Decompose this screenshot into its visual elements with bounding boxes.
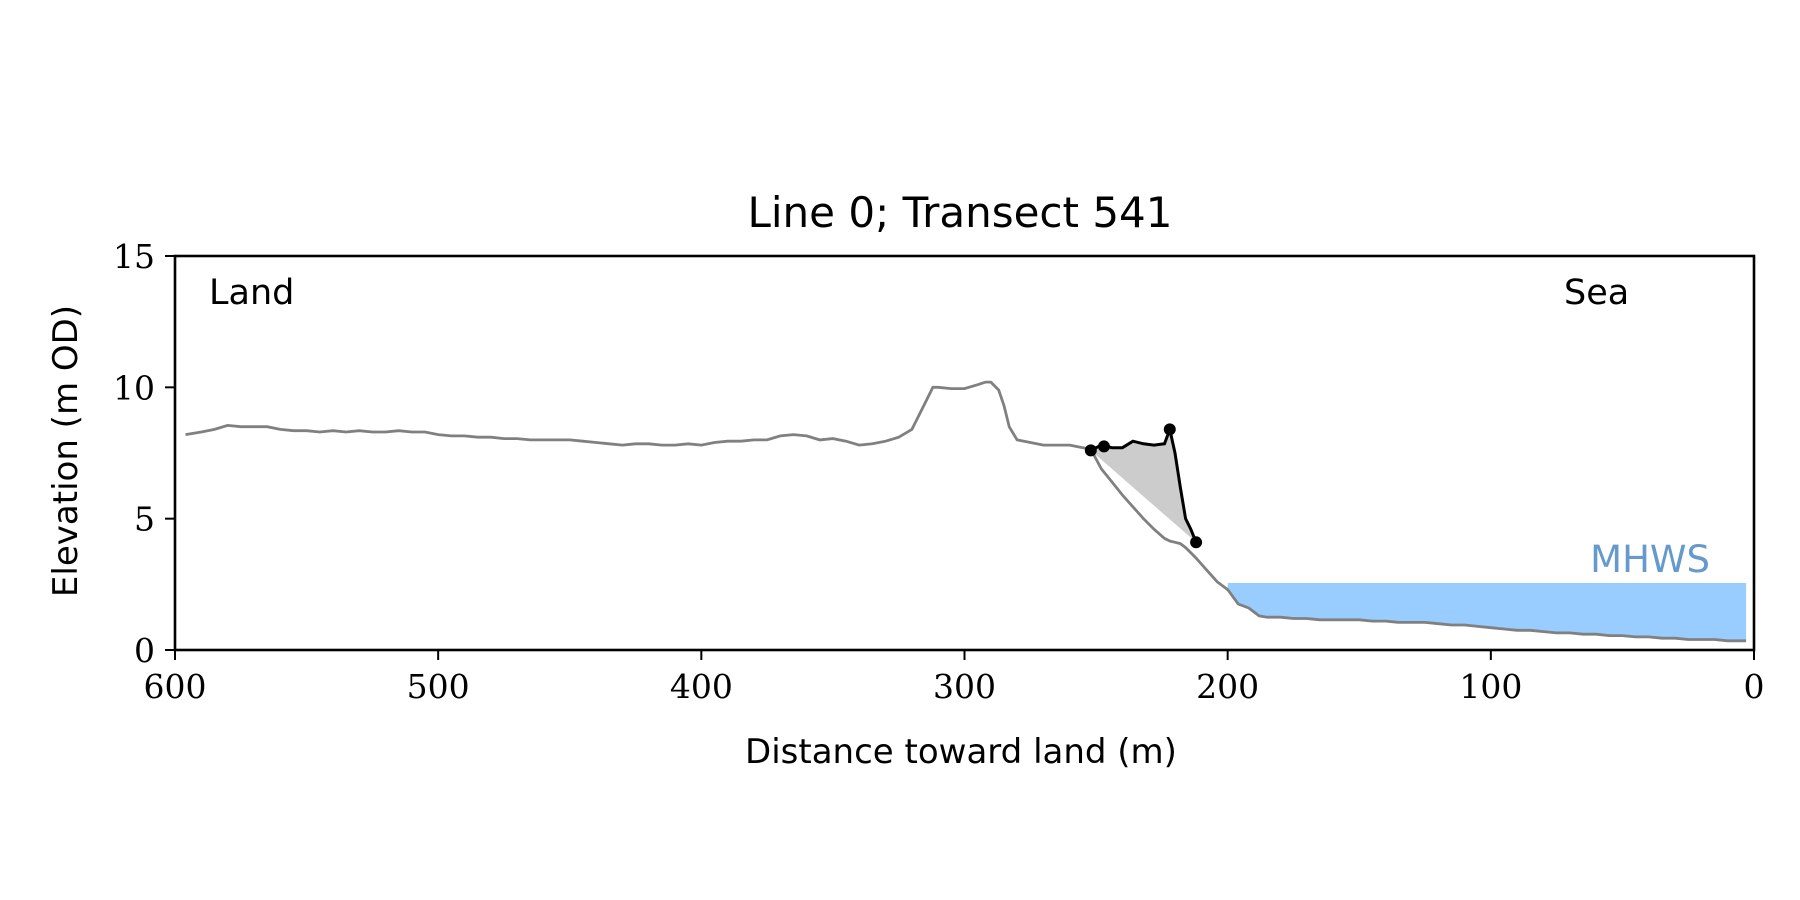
cliff-marker-3	[1190, 536, 1203, 549]
land-annotation: Land	[209, 273, 294, 313]
cliff-marker-1	[1097, 440, 1110, 453]
x-tick-label: 600	[144, 667, 207, 706]
cliff-marker-0	[1084, 444, 1097, 457]
cliff-markers	[1084, 423, 1203, 549]
x-tick-label: 300	[933, 667, 996, 706]
x-tick-label: 500	[407, 667, 470, 706]
x-tick-label: 200	[1196, 667, 1259, 706]
y-tick-label: 10	[113, 368, 155, 407]
y-axis-label: Elevation (m OD)	[46, 305, 86, 597]
chart-title: Line 0; Transect 541	[747, 188, 1172, 237]
x-axis-ticks: 600 500 400 300 200 100 0	[144, 650, 1765, 706]
x-tick-label: 400	[670, 667, 733, 706]
profile-line	[185, 380, 1747, 643]
y-tick-label: 0	[134, 631, 155, 670]
x-tick-label: 100	[1459, 667, 1522, 706]
y-tick-label: 5	[134, 500, 155, 539]
cliff-fill-area	[1090, 429, 1197, 543]
sea-annotation: Sea	[1564, 273, 1629, 313]
cliff-line	[1090, 424, 1198, 543]
x-axis-label: Distance toward land (m)	[745, 732, 1177, 772]
cliff-marker-2	[1163, 423, 1176, 436]
y-axis-ticks: 0 5 10 15	[113, 237, 175, 670]
mhws-band	[1227, 583, 1747, 641]
y-tick-label: 15	[113, 237, 155, 276]
plot-area	[173, 254, 1756, 652]
x-tick-label: 0	[1744, 667, 1765, 706]
mhws-label: MHWS	[1590, 538, 1710, 581]
